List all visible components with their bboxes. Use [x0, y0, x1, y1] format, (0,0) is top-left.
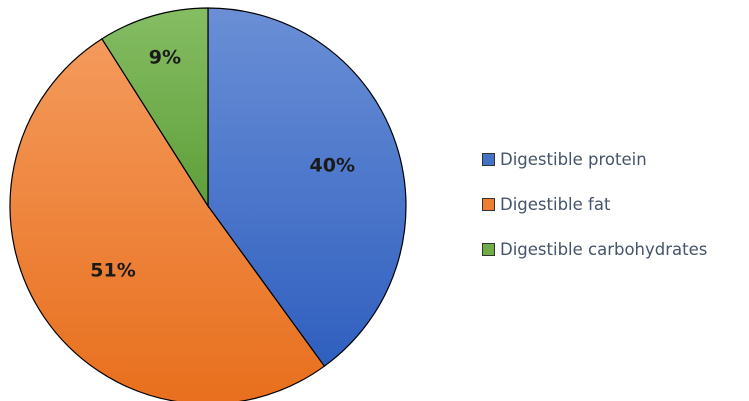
- legend-item-carbohydrates: Digestible carbohydrates: [482, 237, 707, 261]
- legend-label-carbohydrates: Digestible carbohydrates: [500, 239, 708, 259]
- pie-slice-fat: [9, 37, 326, 401]
- legend-label-fat: Digestible fat: [500, 194, 611, 214]
- legend-swatch-fat: [482, 197, 495, 211]
- legend-swatch-protein: [482, 152, 495, 166]
- pie-slice-carbohydrates: [101, 7, 209, 209]
- legend-item-protein: Digestible protein: [482, 147, 707, 171]
- legend-item-fat: Digestible fat: [482, 192, 707, 216]
- legend-label-protein: Digestible protein: [500, 149, 647, 169]
- pie-slice-protein: [207, 7, 407, 368]
- legend-swatch-carbohydrates: [482, 242, 495, 256]
- legend: Digestible protein Digestible fat Digest…: [482, 147, 707, 282]
- data-label-fat: 51%: [90, 260, 135, 282]
- data-label-protein: 40%: [310, 155, 355, 177]
- data-label-carbohydrates: 9%: [149, 47, 181, 69]
